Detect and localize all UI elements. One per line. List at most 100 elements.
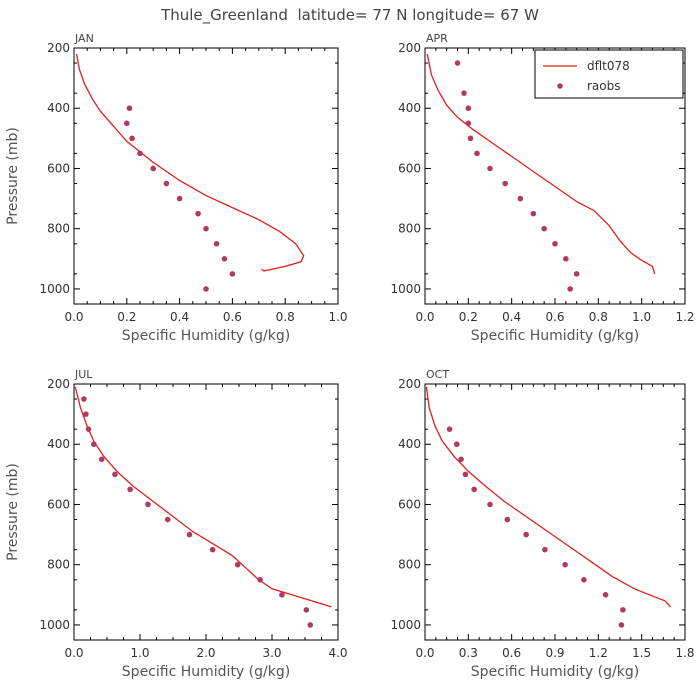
series-line-dflt078 [75, 53, 305, 272]
plot-frame [73, 383, 339, 641]
y-tick-label: 400 [47, 101, 70, 115]
data-point-raobs [567, 286, 573, 292]
x-tick-label: 1.2 [675, 310, 694, 324]
data-point-raobs [458, 456, 464, 463]
data-point-raobs [517, 195, 524, 202]
data-point-raobs [453, 441, 460, 448]
x-tick-label: 0.8 [276, 310, 295, 324]
data-point-raobs [471, 486, 477, 493]
y-tick-label: 1000 [39, 618, 70, 632]
series-line-dflt078 [425, 386, 672, 608]
data-point-raobs [552, 240, 558, 247]
data-point-raobs [581, 576, 587, 583]
x-tick-label: 0.9 [545, 646, 564, 660]
data-point-raobs [454, 60, 461, 66]
x-tick-label: 1.0 [328, 310, 347, 324]
data-point-raobs [502, 180, 508, 187]
data-point-raobs [203, 286, 209, 292]
data-point-raobs [465, 120, 472, 127]
data-point-raobs [221, 256, 228, 262]
data-point-raobs [129, 135, 135, 142]
y-tick-label: 1000 [39, 282, 70, 296]
chart-panel-jan: JAN 0.0 0.2 0.4 0.6 0.8 1.0 200 400 600 800 1000 Spe… [5, 32, 348, 344]
series-line-dflt078 [426, 53, 656, 275]
chart-panel-oct: OCT 0.0 0.3 0.6 0.9 1.2 1.5 1.8 200 400 600 800 1000… [390, 368, 694, 680]
data-point-raobs [541, 225, 547, 232]
data-point-raobs [279, 592, 285, 598]
data-point-raobs [573, 271, 580, 277]
panel-title: JUL [74, 368, 93, 381]
x-tick-label: 3.0 [262, 646, 281, 660]
data-point-raobs [98, 456, 105, 463]
data-point-raobs [303, 607, 310, 613]
data-point-raobs [209, 546, 216, 553]
data-point-raobs [461, 90, 467, 96]
plot-frame [424, 383, 686, 641]
x-tick-label: 0.2 [459, 310, 478, 324]
data-point-raobs [112, 471, 118, 478]
x-tick-label: 0.8 [589, 310, 608, 324]
x-tick-label: 0.2 [117, 310, 136, 324]
data-point-raobs [602, 592, 609, 598]
panel-title: JAN [74, 32, 94, 45]
chart-panel-jul: JUL 0.0 1.0 2.0 3.0 4.0 200 400 600 800 1000 Specif… [5, 368, 348, 680]
x-tick-label: 0.0 [415, 646, 434, 660]
x-tick-label: 0.6 [502, 646, 521, 660]
data-point-raobs [85, 426, 92, 432]
x-tick-label: 0.0 [64, 310, 83, 324]
y-tick-label: 800 [398, 558, 421, 572]
y-tick-label: 400 [398, 437, 421, 451]
y-tick-label: 800 [47, 558, 70, 572]
y-tick-label: 400 [398, 101, 421, 115]
y-tick-label: 200 [398, 41, 421, 55]
y-axis-label: Pressure (mb) [5, 463, 21, 561]
x-axis-label: Specific Humidity (g/kg) [122, 664, 290, 680]
y-tick-label: 200 [47, 41, 70, 55]
x-tick-label: 0.6 [545, 310, 564, 324]
legend-label-obs: raobs [587, 79, 621, 93]
x-tick-label: 1.0 [632, 310, 651, 324]
x-tick-label: 0.4 [502, 310, 521, 324]
data-point-raobs [620, 607, 626, 613]
x-axis-label: Specific Humidity (g/kg) [471, 328, 639, 344]
x-axis-label: Specific Humidity (g/kg) [122, 328, 290, 344]
data-point-raobs [504, 516, 511, 523]
data-point-raobs [229, 271, 236, 277]
x-tick-label: 1.8 [675, 646, 694, 660]
data-point-raobs [176, 195, 183, 202]
series-line-dflt078 [74, 386, 332, 608]
legend-box [534, 49, 684, 99]
data-point-raobs [163, 180, 170, 187]
data-point-raobs [523, 531, 529, 538]
data-point-raobs [446, 426, 453, 432]
data-point-raobs [474, 150, 480, 157]
x-tick-label: 0.4 [170, 310, 189, 324]
y-tick-label: 1000 [390, 618, 421, 632]
x-tick-label: 4.0 [328, 646, 347, 660]
data-point-raobs [530, 210, 537, 217]
data-point-raobs [307, 622, 314, 628]
y-tick-label: 600 [47, 497, 70, 511]
y-axis-label: Pressure (mb) [5, 127, 21, 225]
y-tick-label: 200 [398, 377, 421, 391]
data-point-raobs [618, 622, 625, 628]
legend-marker-swatch [557, 83, 563, 89]
data-point-raobs [213, 240, 220, 247]
x-axis-label: Specific Humidity (g/kg) [471, 664, 639, 680]
x-tick-label: 2.0 [196, 646, 215, 660]
data-point-raobs [542, 546, 548, 553]
data-point-raobs [487, 165, 493, 172]
x-tick-label: 1.2 [589, 646, 608, 660]
page-title: Thule_Greenland latitude= 77 N longitude… [160, 6, 539, 25]
data-point-raobs [186, 531, 193, 538]
x-tick-label: 0.0 [415, 310, 434, 324]
y-tick-label: 600 [398, 161, 421, 175]
data-point-raobs [150, 165, 156, 172]
data-point-raobs [81, 396, 87, 402]
data-point-raobs [462, 471, 469, 478]
data-point-raobs [91, 441, 97, 448]
data-point-raobs [563, 256, 569, 262]
x-tick-label: 0.0 [64, 646, 83, 660]
y-tick-label: 600 [47, 161, 70, 175]
